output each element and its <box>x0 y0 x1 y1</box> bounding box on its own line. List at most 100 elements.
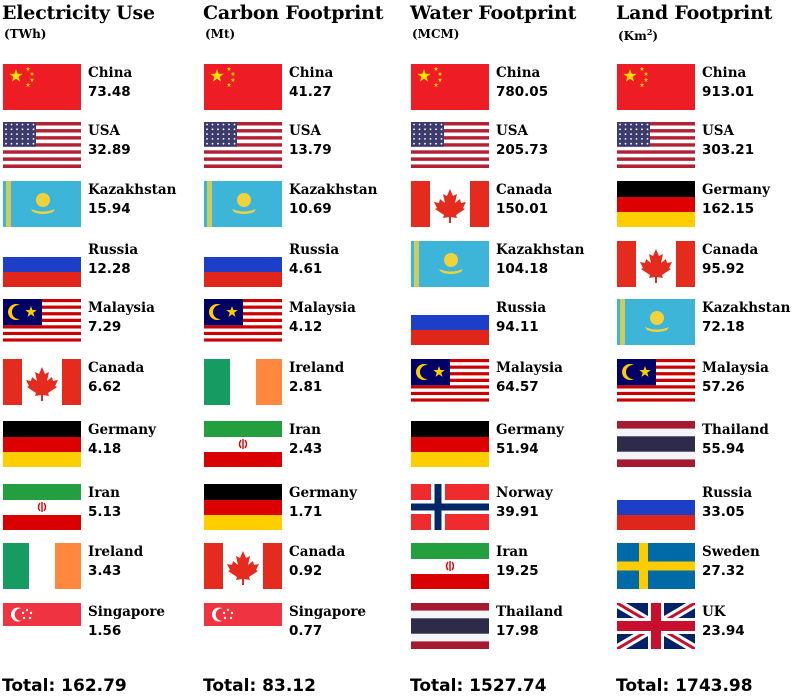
country-value: 3.43 <box>88 563 122 579</box>
column-unit: (TWh) <box>4 27 47 41</box>
country-value: 94.11 <box>496 319 539 335</box>
country-value: 5.13 <box>88 504 122 520</box>
country-value: 19.25 <box>496 563 539 579</box>
column-title: Electricity Use <box>2 2 155 24</box>
column-total: Total: 83.12 <box>203 676 316 696</box>
malaysia-flag-icon <box>411 359 489 405</box>
country-value: 780.05 <box>496 84 549 100</box>
country-name: Germany <box>289 485 357 501</box>
country-name: Kazakhstan <box>496 242 585 258</box>
germany-flag-icon <box>617 181 695 227</box>
country-name: Russia <box>88 242 139 258</box>
russia-flag-icon <box>617 484 695 530</box>
list-item: Norway 39.91 <box>408 484 608 534</box>
country-value: 7.29 <box>88 319 122 335</box>
list-item: Canada 6.62 <box>0 359 200 409</box>
country-value: 162.15 <box>702 201 755 217</box>
canada-flag-icon <box>411 181 489 227</box>
country-value: 0.77 <box>289 623 323 639</box>
country-name: Russia <box>289 242 340 258</box>
country-name: Singapore <box>88 604 166 620</box>
list-item: China 913.01 <box>614 64 800 114</box>
list-item: Malaysia 57.26 <box>614 359 800 409</box>
country-value: 1.56 <box>88 623 122 639</box>
canada-flag-icon <box>3 359 81 405</box>
column-land-footprint: Land Footprint (Km2) China 913.01 USA 303.21… <box>614 0 800 698</box>
list-item: Malaysia 64.57 <box>408 359 608 409</box>
country-value: 32.89 <box>88 142 131 158</box>
list-item: Russia 12.28 <box>0 241 200 291</box>
germany-flag-icon <box>3 421 81 467</box>
column-water-footprint: Water Footprint (MCM) China 780.05 USA 205.7… <box>408 0 608 698</box>
country-name: Russia <box>702 485 753 501</box>
country-value: 95.92 <box>702 261 745 277</box>
iran-flag-icon <box>204 421 282 467</box>
unit-text: (Mt) <box>205 27 236 41</box>
germany-flag-icon <box>411 421 489 467</box>
canada-flag-icon <box>204 543 282 589</box>
list-item: Germany 51.94 <box>408 421 608 471</box>
list-item: Singapore 1.56 <box>0 603 200 653</box>
usa-flag-icon <box>411 122 489 168</box>
country-name: USA <box>702 123 734 139</box>
russia-flag-icon <box>204 241 282 287</box>
country-name: Canada <box>88 360 145 376</box>
norway-flag-icon <box>411 484 489 530</box>
list-item: UK 23.94 <box>614 603 800 653</box>
country-name: Germany <box>496 422 564 438</box>
country-value: 6.62 <box>88 379 122 395</box>
malaysia-flag-icon <box>204 299 282 345</box>
list-item: Russia 33.05 <box>614 484 800 534</box>
canada-flag-icon <box>617 241 695 287</box>
kazakhstan-flag-icon <box>617 299 695 345</box>
unit-text: (TWh) <box>4 27 47 41</box>
country-name: Ireland <box>289 360 345 376</box>
country-value: 104.18 <box>496 261 549 277</box>
list-item: China 780.05 <box>408 64 608 114</box>
country-name: Russia <box>496 300 547 316</box>
country-value: 150.01 <box>496 201 549 217</box>
unit-text: (MCM) <box>412 27 460 41</box>
country-value: 1.71 <box>289 504 323 520</box>
country-value: 4.18 <box>88 441 122 457</box>
country-name: China <box>88 65 133 81</box>
country-name: Germany <box>702 182 770 198</box>
country-name: Kazakhstan <box>88 182 177 198</box>
country-value: 41.27 <box>289 84 332 100</box>
country-value: 4.12 <box>289 319 323 335</box>
country-name: Canada <box>496 182 553 198</box>
russia-flag-icon <box>411 299 489 345</box>
list-item: China 41.27 <box>201 64 401 114</box>
list-item: Canada 95.92 <box>614 241 800 291</box>
list-item: Ireland 3.43 <box>0 543 200 593</box>
column-title: Water Footprint <box>410 2 577 24</box>
column-unit: (Mt) <box>205 27 235 41</box>
list-item: Germany 1.71 <box>201 484 401 534</box>
list-item: Russia 4.61 <box>201 241 401 291</box>
country-name: China <box>496 65 541 81</box>
country-value: 55.94 <box>702 441 745 457</box>
country-value: 4.61 <box>289 261 323 277</box>
iran-flag-icon <box>3 484 81 530</box>
country-name: Norway <box>496 485 553 501</box>
country-value: 72.18 <box>702 319 745 335</box>
country-name: Malaysia <box>88 300 155 316</box>
list-item: USA 205.73 <box>408 122 608 172</box>
list-item: Canada 0.92 <box>201 543 401 593</box>
column-title: Land Footprint <box>616 2 773 24</box>
list-item: Russia 94.11 <box>408 299 608 349</box>
list-item: Thailand 55.94 <box>614 421 800 471</box>
malaysia-flag-icon <box>3 299 81 345</box>
list-item: Iran 5.13 <box>0 484 200 534</box>
usa-flag-icon <box>3 122 81 168</box>
country-value: 15.94 <box>88 201 131 217</box>
list-item: USA 32.89 <box>0 122 200 172</box>
country-value: 2.43 <box>289 441 323 457</box>
country-value: 205.73 <box>496 142 549 158</box>
country-name: Iran <box>289 422 321 438</box>
country-name: Kazakhstan <box>702 300 791 316</box>
malaysia-flag-icon <box>617 359 695 405</box>
list-item: Sweden 27.32 <box>614 543 800 593</box>
country-value: 303.21 <box>702 142 755 158</box>
list-item: USA 13.79 <box>201 122 401 172</box>
